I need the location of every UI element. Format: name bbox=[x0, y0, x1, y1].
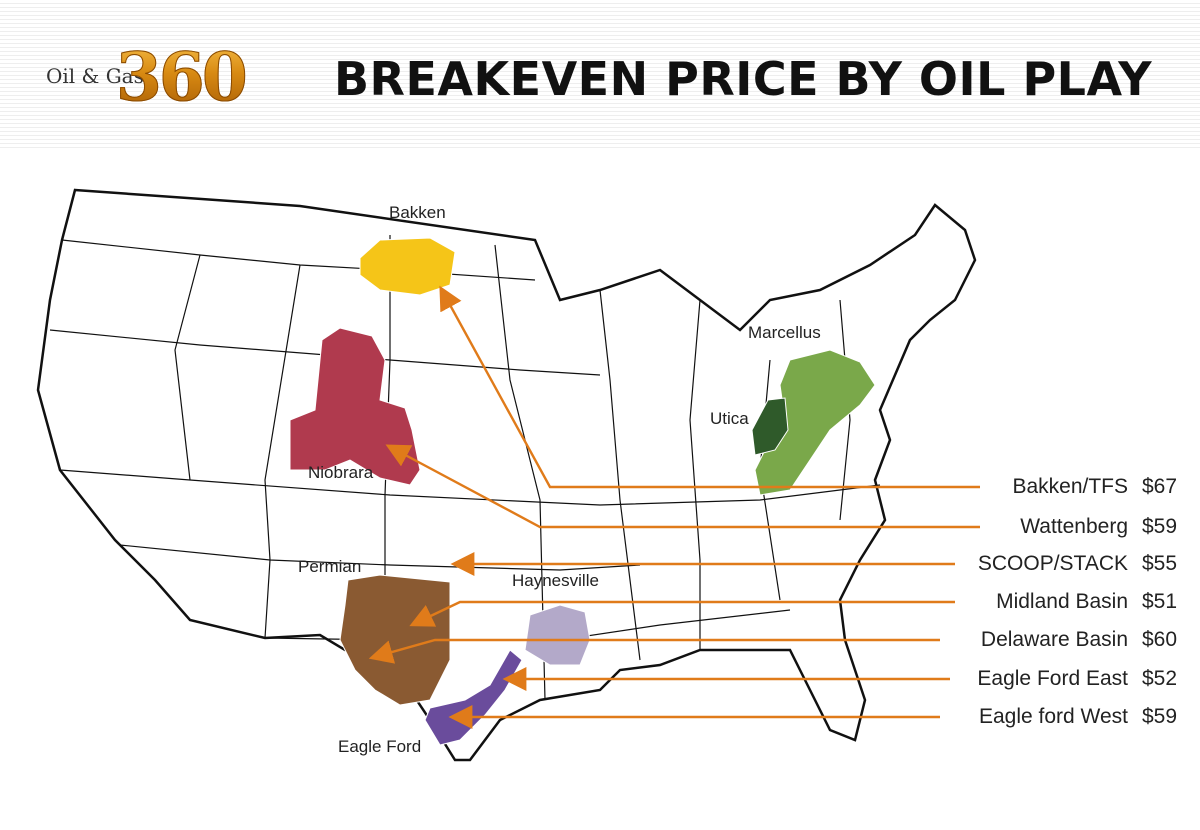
utica-region bbox=[751, 397, 789, 456]
play-row-scoop-stack: SCOOP/STACK $55 bbox=[971, 547, 1190, 581]
marcellus-label: Marcellus bbox=[748, 323, 821, 342]
arrow-wattenberg bbox=[385, 444, 980, 529]
logo-text-big: 360 bbox=[116, 38, 249, 117]
play-row-midland-basin: Midland Basin $51 bbox=[990, 585, 1190, 619]
bakken-region bbox=[359, 237, 456, 296]
logo-text-small: Oil & Gas bbox=[46, 64, 144, 88]
arrow-midland-basin bbox=[409, 600, 955, 627]
haynesville-label: Haynesville bbox=[512, 571, 599, 590]
page-title: BREAKEVEN PRICE BY OIL PLAY bbox=[334, 52, 1153, 106]
play-row-eagle-ford-east: Eagle Ford East $52 bbox=[971, 662, 1190, 696]
play-name: SCOOP/STACK bbox=[977, 552, 1128, 575]
header: Oil & Gas 360 BREAKEVEN PRICE BY OIL PLA… bbox=[0, 0, 1200, 150]
oilgas360-logo: Oil & Gas 360 bbox=[46, 38, 276, 117]
bakken-label: Bakken bbox=[389, 203, 446, 222]
play-price: $67 bbox=[1142, 475, 1178, 498]
play-row-delaware-basin: Delaware Basin $60 bbox=[974, 623, 1190, 657]
play-row-eagle-ford-west: Eagle ford West $59 bbox=[972, 700, 1190, 734]
play-price: $51 bbox=[1142, 590, 1178, 613]
play-row-bakken-tfs: Bakken/TFS $67 bbox=[1006, 470, 1190, 504]
utica-label: Utica bbox=[710, 409, 749, 428]
arrow-bakken-tfs bbox=[439, 285, 980, 489]
play-price: $55 bbox=[1142, 552, 1178, 575]
permian-label: Permian bbox=[298, 557, 361, 576]
us-outline bbox=[36, 188, 977, 762]
play-price: $60 bbox=[1142, 628, 1178, 651]
play-name: Wattenberg bbox=[1020, 515, 1128, 538]
play-price: $59 bbox=[1142, 515, 1178, 538]
play-name: Bakken/TFS bbox=[1012, 475, 1128, 498]
play-name: Delaware Basin bbox=[980, 628, 1128, 651]
haynesville-region bbox=[524, 604, 591, 666]
play-price: $59 bbox=[1142, 705, 1178, 728]
arrow-delaware-basin bbox=[368, 638, 940, 664]
eagle-ford-label: Eagle Ford bbox=[338, 737, 421, 756]
niobrara-label: Niobrara bbox=[308, 463, 374, 482]
play-row-wattenberg: Wattenberg $59 bbox=[1014, 510, 1190, 544]
play-price: $52 bbox=[1142, 667, 1178, 690]
play-name: Midland Basin bbox=[996, 590, 1128, 613]
play-name: Eagle Ford East bbox=[977, 667, 1128, 690]
play-name: Eagle ford West bbox=[978, 705, 1128, 728]
